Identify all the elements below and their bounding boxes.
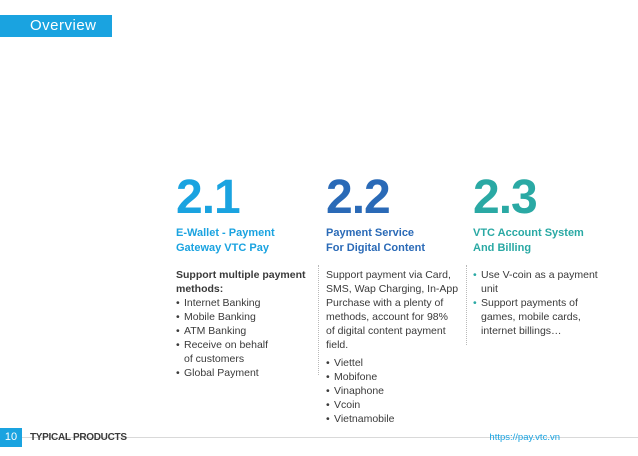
website-link[interactable]: https://pay.vtc.vn (489, 432, 560, 443)
section-body: Support multiple payment methods: Intern… (176, 268, 316, 380)
header-ribbon (0, 15, 112, 37)
section-intro: Support multiple payment methods: (176, 269, 306, 295)
list-item: Viettel (326, 356, 466, 370)
bullet-list: Use V-coin as a payment unit Support pay… (473, 268, 613, 338)
list-item: Support payments of games, mobile cards,… (473, 296, 613, 338)
footer-divider (0, 437, 638, 438)
list-item: Vinaphone (326, 384, 466, 398)
product-column-2-3: 2.3 VTC Account System And Billing Use V… (473, 173, 613, 338)
list-item: Global Payment (176, 366, 316, 380)
list-item: Vcoin (326, 398, 466, 412)
product-column-2-1: 2.1 E-Wallet - Payment Gateway VTC Pay S… (176, 171, 316, 381)
list-item: ATM Banking (176, 324, 316, 338)
section-heading: VTC Account System And Billing (473, 227, 584, 254)
section-intro: Support payment via Card, SMS, Wap Charg… (326, 269, 459, 351)
bullet-list: Viettel Mobifone Vinaphone Vcoin Vietnam… (326, 356, 466, 426)
list-item: Vietnamobile (326, 412, 466, 426)
section-heading: Payment Service For Digital Content (326, 227, 425, 254)
footer-section-label: TYPICAL PRODUCTS (30, 432, 127, 443)
section-number: 2.3 (473, 171, 538, 224)
list-item: Use V-coin as a payment unit (473, 268, 613, 296)
section-number: 2.1 (176, 171, 241, 224)
product-column-2-2: 2.2 Payment Service For Digital Content … (326, 171, 466, 427)
page-number: 10 (0, 428, 22, 447)
list-item: Mobile Banking (176, 310, 316, 324)
list-item: Internet Banking (176, 296, 316, 310)
page-title: Overview (30, 17, 97, 34)
section-body: Support payment via Card, SMS, Wap Charg… (326, 268, 466, 426)
list-item: Receive on behalf of customers (176, 338, 316, 366)
column-divider (318, 265, 319, 375)
section-body: Use V-coin as a payment unit Support pay… (473, 268, 613, 338)
section-number: 2.2 (326, 171, 391, 224)
column-divider (466, 265, 467, 345)
bullet-list: Internet Banking Mobile Banking ATM Bank… (176, 296, 316, 380)
list-item: Mobifone (326, 370, 466, 384)
section-heading: E-Wallet - Payment Gateway VTC Pay (176, 227, 275, 254)
